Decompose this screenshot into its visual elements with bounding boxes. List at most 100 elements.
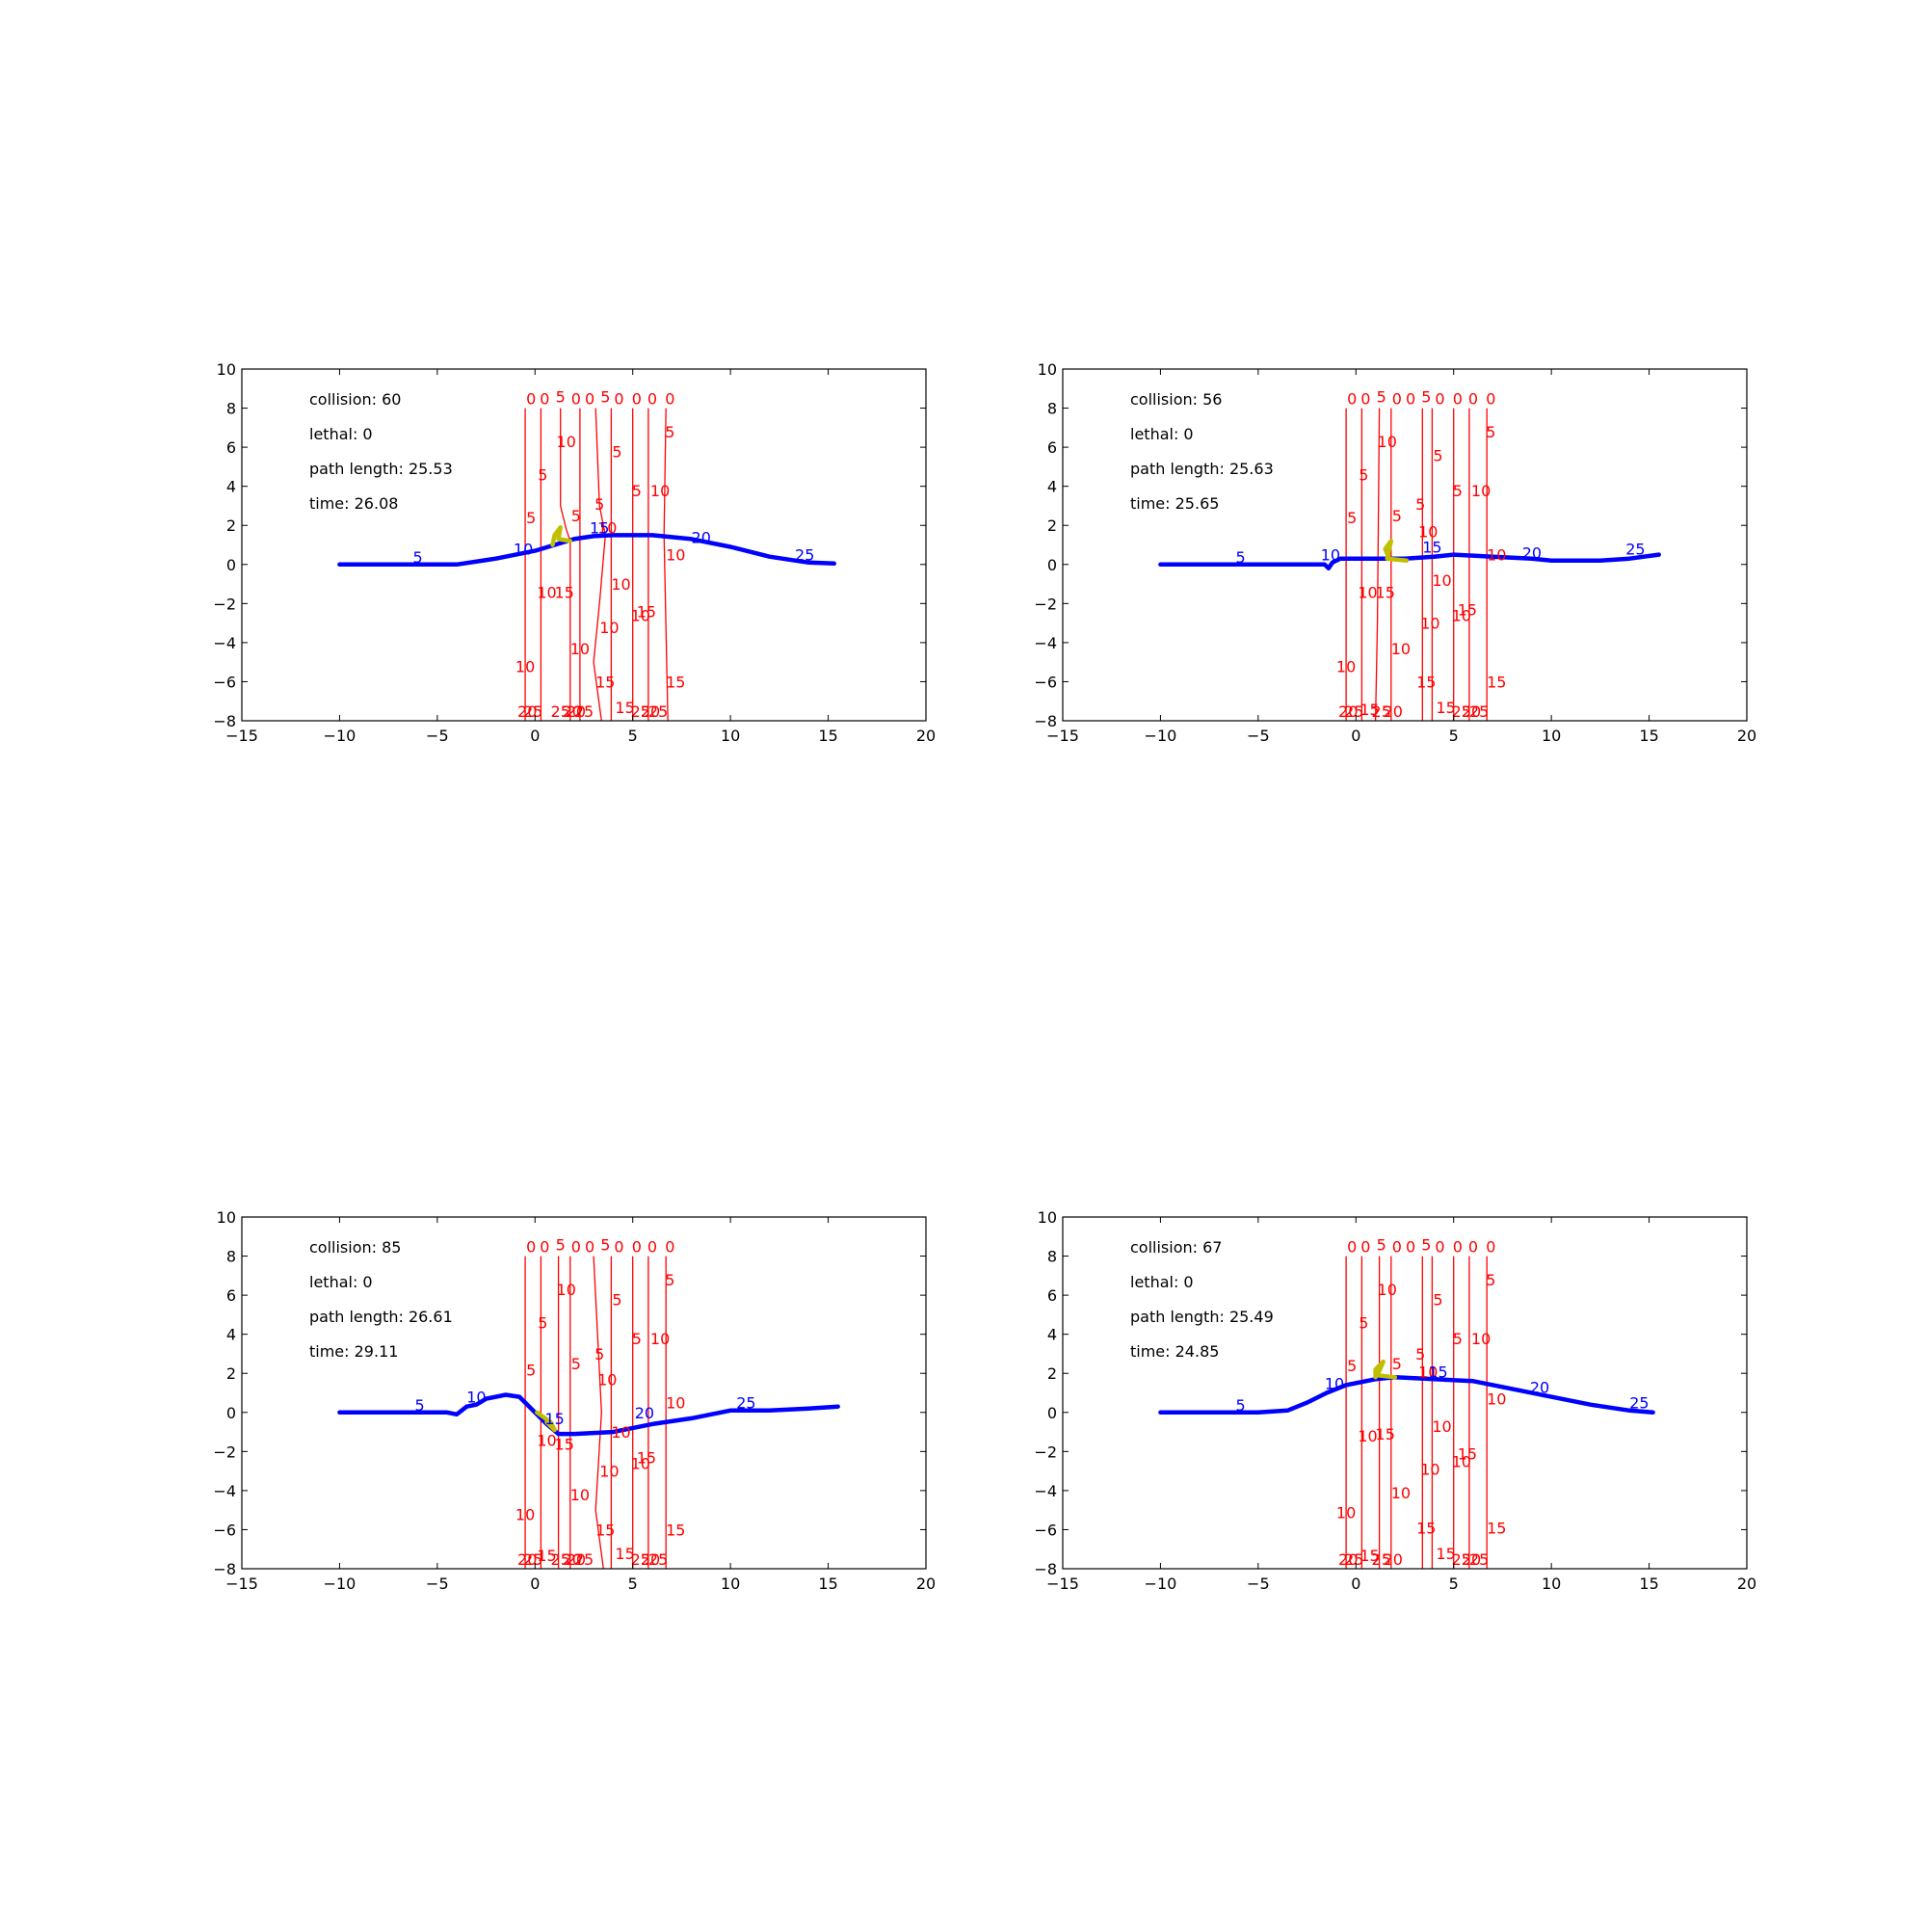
pedestrian-time-label: 10 [515, 657, 535, 675]
pedestrian-time-label: 10 [1452, 607, 1471, 625]
stat-time: time: 24.85 [1130, 1342, 1219, 1361]
x-tick-label: 10 [721, 727, 740, 745]
robot-time-label: 10 [514, 541, 533, 559]
pedestrian-time-label: 20 [563, 1550, 582, 1569]
stat-collision: collision: 85 [309, 1238, 401, 1257]
x-tick-label: 5 [1449, 727, 1459, 745]
x-tick-label: −15 [1046, 727, 1079, 745]
pedestrian-time-label: 10 [599, 1463, 619, 1481]
pedestrian-time-label: 10 [1336, 1503, 1356, 1522]
pedestrian-time-label: 10 [1487, 546, 1506, 565]
y-tick-label: −6 [1034, 673, 1057, 691]
pedestrian-time-label: 10 [1487, 1390, 1506, 1409]
pedestrian-time-label: 10 [1358, 1427, 1377, 1445]
pedestrian-time-label: 20 [641, 702, 660, 721]
y-tick-label: 6 [1047, 1286, 1057, 1305]
pedestrian-time-label: 5 [571, 1355, 581, 1373]
x-tick-label: 10 [1542, 1575, 1561, 1593]
y-tick-label: −8 [213, 1560, 236, 1578]
y-tick-label: 4 [226, 1326, 236, 1344]
pedestrian-time-label: 0 [571, 1238, 581, 1257]
pedestrian-time-label: 10 [537, 583, 556, 601]
axes-frame [241, 368, 927, 722]
x-tick-label: 5 [628, 1575, 638, 1593]
pedestrian-time-label: 15 [1458, 601, 1477, 620]
pedestrian-time-label: 15 [637, 1449, 656, 1468]
pedestrian-time-label: 20 [1384, 1550, 1403, 1569]
x-tick-label: 20 [916, 1575, 936, 1593]
pedestrian-time-label: 0 [585, 1238, 594, 1257]
pedestrian-time-label: 5 [571, 507, 581, 525]
pedestrian-time-label: 0 [1468, 1238, 1478, 1257]
pedestrian-time-label: 0 [585, 390, 594, 409]
pedestrian-time-label: 5 [1359, 466, 1368, 485]
pedestrian-time-label: 20 [517, 702, 537, 721]
x-tick-label: −10 [324, 1575, 356, 1593]
pedestrian-time-label: 5 [1453, 482, 1463, 500]
pedestrian-time-label: 25 [631, 702, 650, 721]
robot-time-label: 10 [1321, 546, 1340, 565]
robot-time-label: 15 [1422, 539, 1441, 557]
pedestrian-time-label: 15 [1376, 583, 1395, 601]
y-tick-label: −2 [213, 1442, 236, 1461]
robot-time-label: 10 [466, 1389, 486, 1407]
pedestrian-time-label: 0 [614, 1238, 623, 1257]
robot-time-label: 10 [1325, 1374, 1344, 1392]
pedestrian-time-label: 10 [557, 1281, 576, 1299]
x-tick-label: −10 [1145, 1575, 1177, 1593]
pedestrian-time-label: 10 [1432, 1417, 1451, 1436]
pedestrian-time-label: 10 [599, 619, 619, 637]
x-tick-label: −5 [1247, 1575, 1270, 1593]
pedestrian-time-label: 15 [555, 1435, 574, 1453]
pedestrian-time-label: 15 [615, 699, 634, 717]
pedestrian-time-label: 5 [1486, 423, 1495, 441]
pedestrian-time-label: 15 [1436, 1545, 1455, 1563]
stat-path-length: path length: 26.61 [309, 1308, 453, 1326]
pedestrian-time-label: 25 [1469, 702, 1489, 721]
y-tick-label: 10 [1038, 360, 1057, 379]
y-tick-label: 2 [1047, 1364, 1057, 1383]
y-tick-label: 10 [217, 1208, 236, 1227]
pedestrian-time-label: 15 [666, 674, 685, 692]
pedestrian-time-label: 15 [1487, 674, 1506, 692]
pedestrian-time-label: 0 [1360, 1238, 1370, 1257]
y-tick-label: 0 [1047, 556, 1057, 574]
pedestrian-time-label: 25 [1372, 1550, 1391, 1569]
pedestrian-time-label: 20 [1462, 1550, 1481, 1569]
pedestrian-time-label: 0 [526, 1238, 536, 1257]
pedestrian-time-label: 10 [1391, 1484, 1411, 1502]
y-tick-label: 10 [217, 360, 236, 379]
pedestrian-time-label: 10 [631, 607, 650, 625]
pedestrian-time-label: 0 [1392, 1238, 1402, 1257]
robot-time-label: 25 [736, 1394, 755, 1413]
pedestrian-time-label: 5 [1421, 388, 1431, 407]
pedestrian-time-label: 5 [600, 1236, 610, 1255]
pedestrian-time-label: 15 [1376, 1425, 1395, 1443]
pedestrian-time-label: 0 [1406, 390, 1415, 409]
robot-path [1158, 1375, 1655, 1416]
stat-collision: collision: 56 [1130, 390, 1222, 409]
pedestrian-time-label: 25 [1452, 1550, 1471, 1569]
y-tick-label: 0 [1047, 1404, 1057, 1422]
collision-segment [550, 525, 573, 547]
pedestrian-time-label: 5 [1347, 509, 1357, 527]
pedestrian-time-label: 10 [515, 1505, 535, 1523]
pedestrian-time-label: 10 [1378, 1281, 1397, 1299]
pedestrian-time-label: 5 [632, 1330, 642, 1348]
pedestrian-time-label: 10 [1420, 1461, 1439, 1479]
robot-path [337, 533, 836, 568]
pedestrian-time-label: 0 [1347, 1238, 1357, 1257]
pedestrian-time-label: 10 [611, 1423, 630, 1442]
pedestrian-time-label: 20 [1462, 702, 1481, 721]
pedestrian-time-label: 10 [570, 1486, 590, 1504]
pedestrian-time-label: 5 [665, 423, 674, 441]
pedestrian-time-label: 20 [641, 1550, 660, 1569]
pedestrian-time-label: 0 [1453, 1238, 1463, 1257]
pedestrian-time-label: 15 [1416, 674, 1436, 692]
pedestrian-time-label: 5 [1359, 1314, 1368, 1333]
pedestrian-time-label: 5 [556, 1236, 566, 1255]
